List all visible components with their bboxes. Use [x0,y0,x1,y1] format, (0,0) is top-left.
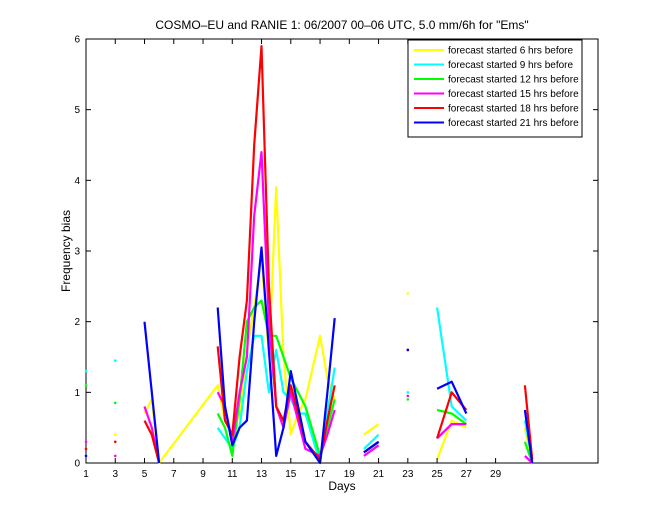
data-point [406,391,410,394]
y-tick-label: 0 [74,459,80,470]
legend-box [407,39,583,138]
legend-label: forecast started 18 hrs before [448,104,579,115]
x-tick-label: 7 [171,469,177,480]
data-point [84,454,88,458]
series-line [436,423,467,440]
series-line [216,246,336,465]
data-point [84,440,88,444]
series-line [363,433,380,450]
legend-label: forecast started 9 hrs before [448,60,574,71]
x-axis-label: Days [328,479,355,493]
x-tick-label: 29 [490,469,502,480]
series-line [143,321,161,464]
chart-title: COSMO–EU and RANIE 1: 06/2007 00–06 UTC,… [155,18,528,32]
data-point [84,447,88,451]
data-point [113,401,117,405]
series-line [363,444,380,457]
data-point [113,440,117,444]
data-point [406,348,410,352]
y-tick-label: 3 [74,247,80,258]
legend-label: forecast started 6 hrs before [448,46,574,57]
series-line [436,419,467,460]
legend-label: forecast started 12 hrs before [448,75,579,86]
data-point [406,398,410,401]
y-tick-label: 2 [74,317,80,328]
data-point [113,433,117,437]
x-tick-label: 13 [256,469,268,480]
x-tick-label: 21 [373,469,385,480]
data-point [84,369,88,373]
x-tick-label: 17 [314,469,326,480]
data-point [406,394,410,398]
series-line [143,420,161,464]
series-line [436,307,468,422]
legend-label: forecast started 15 hrs before [448,89,579,100]
series-line [363,423,380,436]
series-line [523,409,534,464]
y-tick-label: 6 [74,35,80,46]
x-tick-label: 27 [461,469,473,480]
series-6 [84,246,534,465]
data-point [84,383,88,387]
series-line [363,440,380,454]
series-line [436,380,468,414]
y-axis-label: Frequency bias [59,210,73,292]
data-point [113,359,117,362]
x-tick-label: 23 [402,469,414,480]
y-tick-label: 4 [74,176,80,187]
x-tick-label: 9 [200,469,206,480]
data-point [406,292,410,295]
x-tick-label: 15 [285,469,297,480]
x-tick-label: 5 [142,469,148,480]
legend: forecast started 6 hrs before forecast st… [407,39,583,138]
legend-label: forecast started 21 hrs before [448,118,579,129]
y-tick-label: 5 [74,105,80,116]
x-tick-label: 1 [83,469,89,480]
x-tick-label: 3 [112,469,118,480]
series-layer [84,45,534,465]
data-point [113,454,117,458]
y-tick-label: 1 [74,388,80,399]
x-tick-label: 11 [227,469,238,480]
series-line [436,408,467,425]
x-tick-label: 25 [432,469,444,480]
x-tick-label: 19 [344,469,356,480]
